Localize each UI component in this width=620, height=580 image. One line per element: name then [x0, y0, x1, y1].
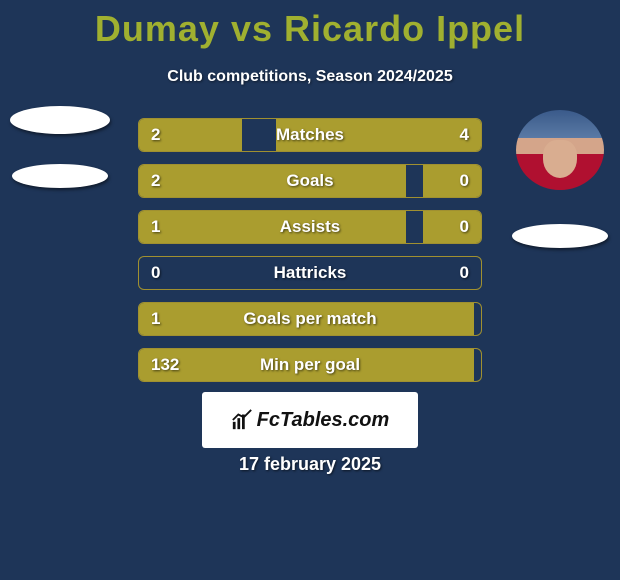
player-left-ellipse-1	[10, 106, 110, 134]
title-player2: Ricardo Ippel	[284, 8, 525, 49]
bar-value-right: 0	[460, 171, 469, 191]
stat-bar-row: 1Assists0	[138, 210, 482, 244]
bar-value-right: 0	[460, 263, 469, 283]
stat-bar-row: 132Min per goal	[138, 348, 482, 382]
title-vs: vs	[231, 8, 273, 49]
player-right-panel	[510, 110, 610, 248]
bar-value-right: 4	[460, 125, 469, 145]
title-player1: Dumay	[95, 8, 220, 49]
bar-label: Assists	[139, 217, 481, 237]
stat-bar-row: 2Goals0	[138, 164, 482, 198]
player-left-panel	[10, 110, 110, 188]
bar-label: Hattricks	[139, 263, 481, 283]
subtitle: Club competitions, Season 2024/2025	[0, 68, 620, 86]
page-title: Dumay vs Ricardo Ippel	[0, 0, 620, 50]
bar-label: Goals	[139, 171, 481, 191]
logo-box: FcTables.com	[202, 392, 418, 448]
stat-bar-row: 1Goals per match	[138, 302, 482, 336]
logo-chart-icon	[231, 409, 253, 431]
bar-label: Goals per match	[139, 309, 481, 329]
stat-bar-row: 2Matches4	[138, 118, 482, 152]
logo-text: FcTables.com	[257, 409, 390, 432]
player-right-ellipse	[512, 224, 608, 248]
date: 17 february 2025	[0, 454, 620, 475]
stats-bars: 2Matches42Goals01Assists00Hattricks01Goa…	[138, 118, 482, 394]
stat-bar-row: 0Hattricks0	[138, 256, 482, 290]
bar-value-right: 0	[460, 217, 469, 237]
player-left-ellipse-2	[12, 164, 108, 188]
player-right-photo	[516, 110, 604, 190]
bar-label: Min per goal	[139, 355, 481, 375]
bar-label: Matches	[139, 125, 481, 145]
